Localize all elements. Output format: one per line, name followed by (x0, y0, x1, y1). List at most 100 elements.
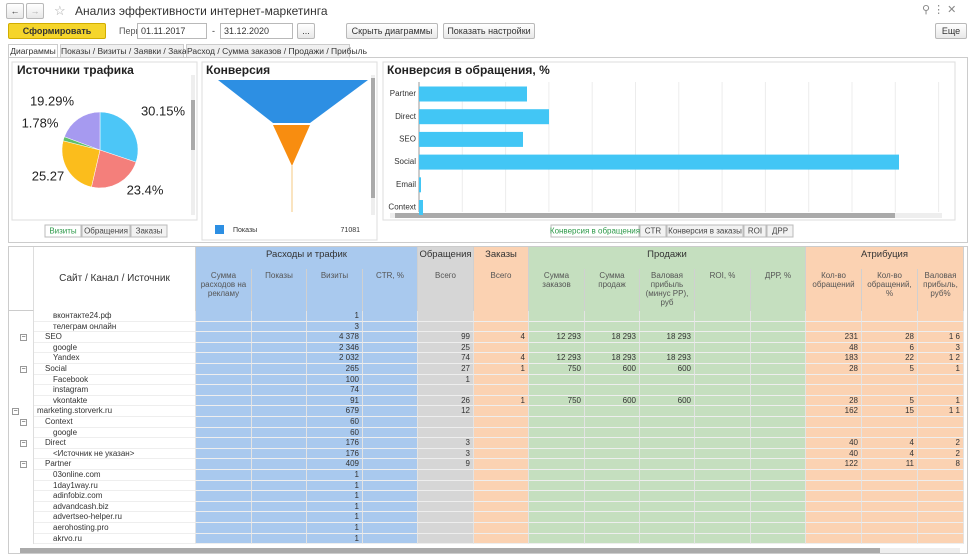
chart-tab-label[interactable]: Конверсия в обращения (550, 227, 640, 236)
chart-title: Конверсия (206, 63, 270, 77)
pie-label: 25.27 (32, 168, 65, 183)
table-cell (196, 385, 252, 396)
table-cell (474, 448, 529, 460)
expander[interactable]: − (12, 407, 19, 415)
column-header: ROI, % (695, 269, 751, 311)
table-cell (529, 342, 585, 354)
row-label: Partner (34, 459, 196, 470)
table-cell: 48 (806, 342, 862, 354)
hide-charts-button[interactable]: Скрыть диаграммы (346, 23, 438, 39)
chart-tab-label[interactable]: CTR (645, 227, 662, 236)
y-tick-label: SEO (399, 135, 416, 144)
expander[interactable]: − (20, 439, 27, 447)
tab[interactable]: Диаграммы (8, 44, 58, 58)
back-button[interactable]: ← (6, 3, 24, 19)
favorite-star[interactable]: ☆ (54, 3, 66, 18)
date-from[interactable]: 01.11.2017 (137, 23, 207, 39)
table-cell (418, 512, 474, 523)
table-cell (918, 321, 964, 333)
table-cell (806, 491, 862, 502)
table-cell (918, 385, 964, 396)
row-label: Facebook (34, 374, 196, 386)
table-cell (806, 533, 862, 545)
tree-cell (9, 512, 34, 523)
table-cell: 12 293 (529, 353, 585, 364)
chart-tab[interactable] (743, 224, 767, 238)
table-cell (695, 364, 751, 375)
chart-tab[interactable] (666, 224, 744, 238)
column-header: Показы (252, 269, 307, 311)
table-cell (862, 427, 918, 439)
table-cell (585, 459, 640, 470)
chart-tab-label[interactable]: ДРР (772, 227, 788, 236)
chart-tab-label[interactable]: ROI (748, 227, 762, 236)
table-cell (806, 480, 862, 492)
table-cell: 2 (918, 448, 964, 460)
window-icons[interactable]: ⚲ ⋮ ✕ (922, 4, 957, 16)
table-cell (695, 491, 751, 502)
forward-button[interactable]: → (26, 3, 44, 19)
expander[interactable]: − (20, 365, 27, 373)
chart-tab[interactable] (639, 224, 667, 238)
table-scrollbar[interactable] (20, 548, 960, 553)
table-cell (474, 311, 529, 322)
group-header: Расходы и трафик (196, 247, 418, 269)
scroll-thumb[interactable] (371, 78, 375, 198)
table-cell: 1 (307, 470, 363, 481)
table-cell (529, 512, 585, 523)
table-cell (474, 501, 529, 513)
table-cell: 679 (307, 406, 363, 417)
row-label: advandcash.biz (34, 501, 196, 513)
table-cell: 1 (307, 480, 363, 492)
chart-tab[interactable] (44, 224, 82, 238)
group-header: Атрибуция (806, 247, 964, 269)
legend-value: 71081 (341, 227, 361, 234)
table-cell (695, 311, 751, 322)
tree-cell (9, 491, 34, 502)
expander[interactable]: − (20, 460, 27, 468)
table-cell (252, 438, 307, 449)
scroll-thumb[interactable] (191, 100, 195, 150)
chart-tab[interactable] (130, 224, 168, 238)
table-cell (640, 417, 695, 428)
chart-tab[interactable] (550, 224, 640, 238)
chart-tab-label[interactable]: Визиты (49, 227, 77, 236)
table-cell: 600 (640, 395, 695, 407)
table-cell (474, 459, 529, 470)
table-cell (585, 470, 640, 481)
date-to[interactable]: 31.12.2020 (220, 23, 293, 39)
period-button[interactable]: ... (297, 23, 315, 39)
table-cell (751, 427, 806, 439)
pie-slice (99, 111, 139, 163)
tree-cell (9, 311, 34, 322)
table-cell (751, 353, 806, 364)
table-cell (918, 523, 964, 534)
pie-slice (61, 140, 101, 188)
expander[interactable]: − (20, 418, 27, 426)
table-cell: 1 (307, 533, 363, 545)
table-cell: 74 (307, 385, 363, 396)
more-button[interactable]: Еще (935, 23, 967, 39)
table-cell (640, 406, 695, 417)
expander[interactable]: − (20, 333, 27, 341)
table-cell (363, 448, 418, 460)
show-settings-button[interactable]: Показать настройки (443, 23, 535, 39)
chart-tab-label[interactable]: Конверсия в заказы (668, 227, 742, 236)
table-cell: 176 (307, 448, 363, 460)
bar (419, 109, 549, 125)
tree-cell (9, 406, 34, 417)
column-header: Всего (418, 269, 474, 311)
table-cell (751, 417, 806, 428)
scroll-thumb[interactable] (395, 213, 895, 218)
chart-tab[interactable] (81, 224, 131, 238)
run-button[interactable]: Сформировать (8, 23, 106, 39)
chart-tab-label[interactable]: Заказы (136, 227, 163, 236)
table-cell (585, 533, 640, 545)
table-cell (252, 501, 307, 513)
table-cell (918, 427, 964, 439)
table-cell (695, 406, 751, 417)
chart-tab[interactable] (766, 224, 794, 238)
chart-tab-label[interactable]: Обращения (84, 227, 128, 236)
table-cell (751, 374, 806, 386)
